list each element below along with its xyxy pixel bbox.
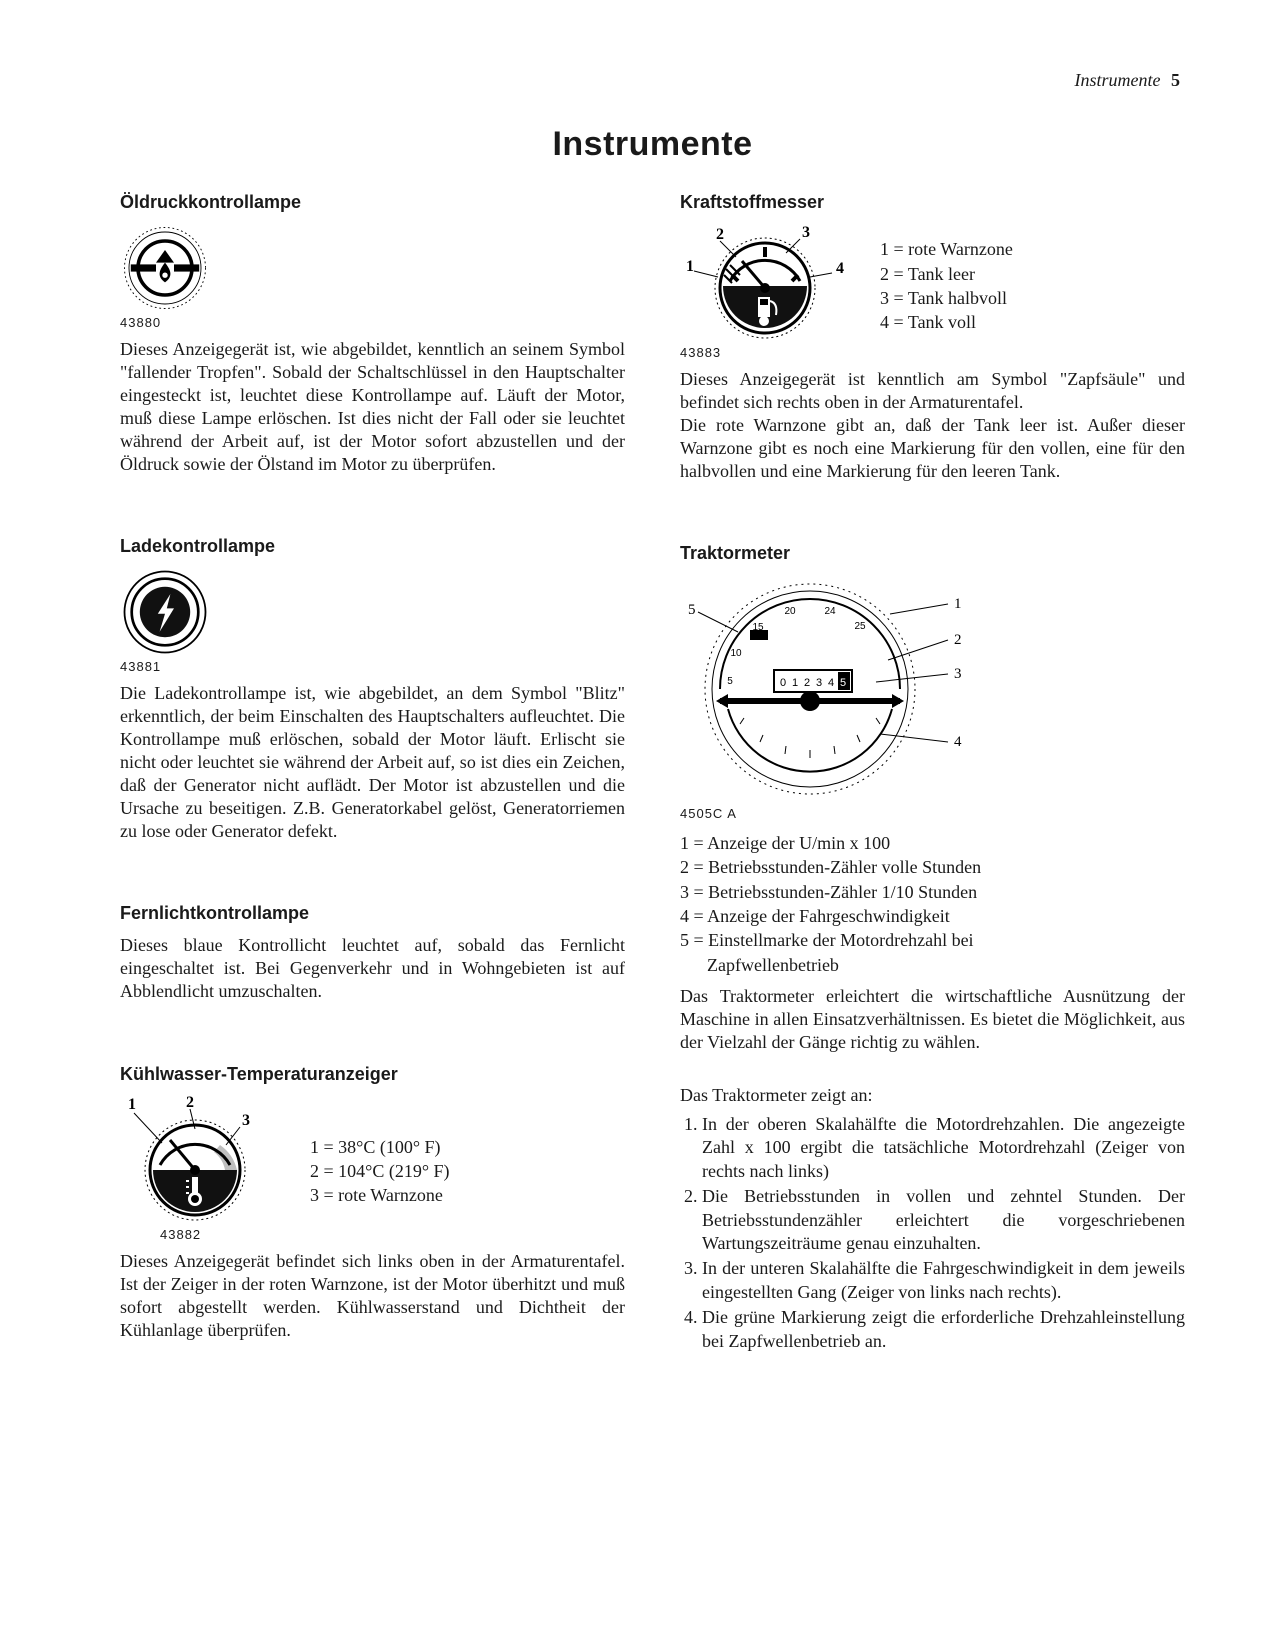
charge-figure-caption: 43881: [120, 659, 625, 674]
tach-legend-3: 3 = Betriebsstunden-Zähler 1/10 Stunden: [680, 880, 1185, 904]
tach-item-4: Die grüne Markierung zeigt die erforderl…: [702, 1306, 1185, 1353]
svg-text:3: 3: [802, 224, 810, 241]
highbeam-body: Dieses blaue Kontrollicht leuchtet auf, …: [120, 934, 625, 1003]
svg-text:25: 25: [854, 621, 866, 632]
temp-legend-2: 2 = 104°C (219° F): [310, 1159, 450, 1183]
tach-item-1: In der oberen Skalahälfte die Motordrehz…: [702, 1113, 1185, 1183]
two-column-layout: Öldruckkontrollampe 43880 Dieses Anzeige…: [120, 174, 1185, 1355]
charge-body: Die Ladekontrollampe ist, wie abgebildet…: [120, 682, 625, 843]
fuel-legend-3: 3 = Tank halbvoll: [880, 286, 1013, 310]
tach-figure-caption: 4505C A: [680, 806, 1185, 821]
svg-text:1: 1: [128, 1096, 136, 1113]
left-column: Öldruckkontrollampe 43880 Dieses Anzeige…: [120, 174, 625, 1355]
svg-text:2: 2: [716, 226, 724, 243]
tach-legend-5b: Zapfwellenbetrieb: [680, 953, 1185, 977]
oil-body: Dieses Anzeigegerät ist, wie abgebildet,…: [120, 338, 625, 476]
oil-lamp-icon: [120, 223, 210, 313]
svg-text:2: 2: [954, 632, 962, 648]
oil-heading: Öldruckkontrollampe: [120, 192, 625, 213]
fuel-legend: 1 = rote Warnzone 2 = Tank leer 3 = Tank…: [880, 237, 1013, 334]
temp-legend: 1 = 38°C (100° F) 2 = 104°C (219° F) 3 =…: [310, 1135, 450, 1208]
tach-heading: Traktormeter: [680, 543, 1185, 564]
fuel-legend-4: 4 = Tank voll: [880, 310, 1013, 334]
fuel-legend-2: 2 = Tank leer: [880, 262, 1013, 286]
svg-text:4: 4: [836, 260, 844, 277]
svg-text:0: 0: [780, 677, 786, 689]
page: Instrumente 5 Instrumente Öldruckkontrol…: [0, 0, 1275, 1650]
svg-text:5: 5: [840, 677, 846, 689]
svg-text:2: 2: [804, 677, 810, 689]
charge-heading: Ladekontrollampe: [120, 536, 625, 557]
tach-item-2: Die Betriebsstunden in vollen und zehnte…: [702, 1185, 1185, 1255]
tach-legend-1: 1 = Anzeige der U/min x 100: [680, 831, 1185, 855]
fuel-legend-1: 1 = rote Warnzone: [880, 237, 1013, 261]
tach-list: In der oberen Skalahälfte die Motordrehz…: [680, 1113, 1185, 1353]
temp-gauge-icon: 1 2 3: [120, 1095, 280, 1225]
tach-gauge-icon: 1 2 3 4 5 5 10 15 20: [680, 574, 980, 804]
running-head: Instrumente 5: [1075, 70, 1180, 91]
temp-figure-row: 1 2 3: [120, 1095, 625, 1242]
tach-list-intro: Das Traktormeter zeigt an:: [680, 1084, 1185, 1107]
temp-gauge-wrap: 1 2 3: [120, 1095, 280, 1242]
fuel-heading: Kraftstoffmesser: [680, 192, 1185, 213]
charge-lamp-icon: [120, 567, 210, 657]
highbeam-heading: Fernlichtkontrollampe: [120, 903, 625, 924]
svg-text:24: 24: [824, 606, 836, 617]
svg-text:1: 1: [954, 596, 962, 612]
svg-text:10: 10: [730, 648, 742, 659]
svg-text:1: 1: [686, 258, 694, 275]
svg-text:3: 3: [816, 677, 822, 689]
svg-text:1: 1: [792, 677, 798, 689]
fuel-body: Dieses Anzeigegerät ist kenntlich am Sym…: [680, 368, 1185, 483]
tach-legend-4: 4 = Anzeige der Fahrgeschwindigkeit: [680, 904, 1185, 928]
page-title: Instrumente: [120, 125, 1185, 164]
fuel-gauge-icon: 2 1 3 4: [680, 223, 850, 343]
temp-body: Dieses Anzeigegerät befindet sich links …: [120, 1250, 625, 1342]
temp-figure-caption: 43882: [160, 1227, 280, 1242]
svg-text:20: 20: [784, 606, 796, 617]
tach-legend-2: 2 = Betriebsstunden-Zähler volle Stunden: [680, 855, 1185, 879]
svg-text:3: 3: [954, 666, 962, 682]
right-column: Kraftstoffmesser 2 1 3 4: [680, 174, 1185, 1355]
svg-text:5: 5: [727, 676, 733, 687]
tach-legend-5: 5 = Einstellmarke der Motordrehzahl bei: [680, 928, 1185, 952]
running-head-section: Instrumente: [1075, 70, 1161, 90]
fuel-gauge-wrap: 2 1 3 4: [680, 223, 850, 343]
fuel-figure-caption: 43883: [680, 345, 1185, 360]
svg-text:2: 2: [186, 1095, 194, 1111]
oil-figure-caption: 43880: [120, 315, 625, 330]
tach-item-3: In der unteren Skalahälfte die Fahrgesch…: [702, 1257, 1185, 1304]
svg-text:3: 3: [242, 1112, 250, 1129]
svg-text:4: 4: [954, 734, 962, 750]
temp-legend-1: 1 = 38°C (100° F): [310, 1135, 450, 1159]
tach-body1: Das Traktormeter erleichtert die wirtsch…: [680, 985, 1185, 1054]
page-number: 5: [1171, 70, 1180, 90]
temp-heading: Kühlwasser-Temperaturanzeiger: [120, 1064, 625, 1085]
temp-legend-3: 3 = rote Warnzone: [310, 1183, 450, 1207]
fuel-figure-row: 2 1 3 4: [680, 223, 1185, 343]
svg-text:5: 5: [688, 602, 696, 618]
svg-text:4: 4: [828, 677, 834, 689]
tach-legend: 1 = Anzeige der U/min x 100 2 = Betriebs…: [680, 831, 1185, 977]
